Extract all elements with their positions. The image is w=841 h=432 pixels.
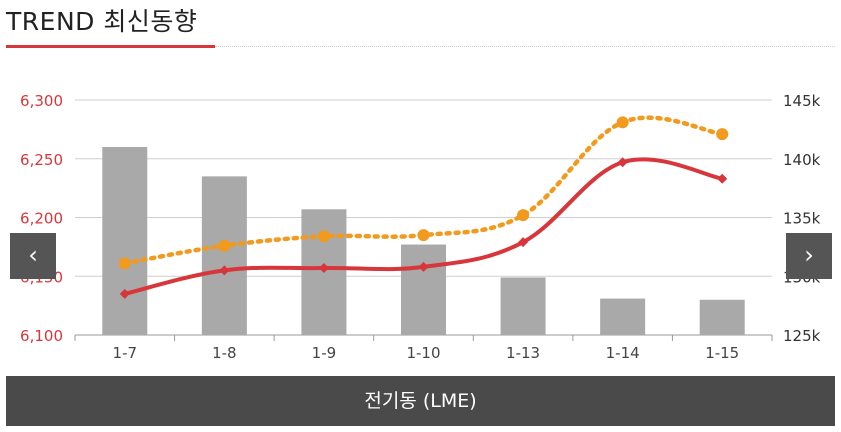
line-series <box>118 115 729 299</box>
line-point <box>716 128 729 141</box>
line-point <box>418 261 429 272</box>
x-tick-label: 1-10 <box>406 344 440 362</box>
x-tick-label: 1-9 <box>312 344 337 362</box>
line-point <box>517 209 530 222</box>
title-divider <box>215 46 835 47</box>
left-tick-label: 6,250 <box>20 151 63 169</box>
x-tick-label: 1-13 <box>506 344 540 362</box>
chart-caption-bar: 전기동 (LME) <box>6 376 835 426</box>
title-underline <box>6 45 215 48</box>
right-tick-label: 140k <box>783 151 821 169</box>
bar <box>600 298 646 335</box>
trend-chart: 1-7 1-8 1-9 1-10 1-13 1-14 1-15 6,300 6,250 6,20… <box>20 92 821 362</box>
line-point <box>118 257 131 270</box>
right-tick-label: 145k <box>783 92 821 110</box>
line-point <box>218 239 231 252</box>
left-tick-label: 6,100 <box>20 327 63 345</box>
right-tick-label: 135k <box>783 210 821 228</box>
x-tick-label: 1-15 <box>705 344 739 362</box>
bar <box>500 277 546 335</box>
line-point <box>417 229 430 242</box>
x-axis: 1-7 1-8 1-9 1-10 1-13 1-14 1-15 <box>74 335 773 362</box>
chevron-left-icon[interactable]: ‹ <box>10 233 56 279</box>
line-point <box>617 157 628 168</box>
right-axis-ticks: 145k140k135k130k125k <box>783 92 821 345</box>
line-point <box>616 116 629 129</box>
right-tick-label: 125k <box>783 327 821 345</box>
bar <box>102 147 148 335</box>
line-point <box>317 230 330 243</box>
bar <box>401 244 446 335</box>
line-point <box>318 263 329 274</box>
line-point <box>518 237 529 248</box>
chart-caption: 전기동 (LME) <box>364 390 477 412</box>
line-point <box>219 265 230 276</box>
left-tick-label: 6,300 <box>20 92 63 110</box>
line-point <box>717 173 728 184</box>
line-point <box>119 288 130 299</box>
left-tick-label: 6,200 <box>20 210 63 228</box>
bar <box>699 299 745 335</box>
x-tick-label: 1-14 <box>606 344 640 362</box>
x-tick-label: 1-8 <box>212 344 237 362</box>
x-tick-label: 1-7 <box>113 344 138 362</box>
page-title: TREND 최신동향 <box>6 7 198 36</box>
bar <box>201 176 247 335</box>
chevron-right-icon[interactable]: › <box>786 233 832 279</box>
